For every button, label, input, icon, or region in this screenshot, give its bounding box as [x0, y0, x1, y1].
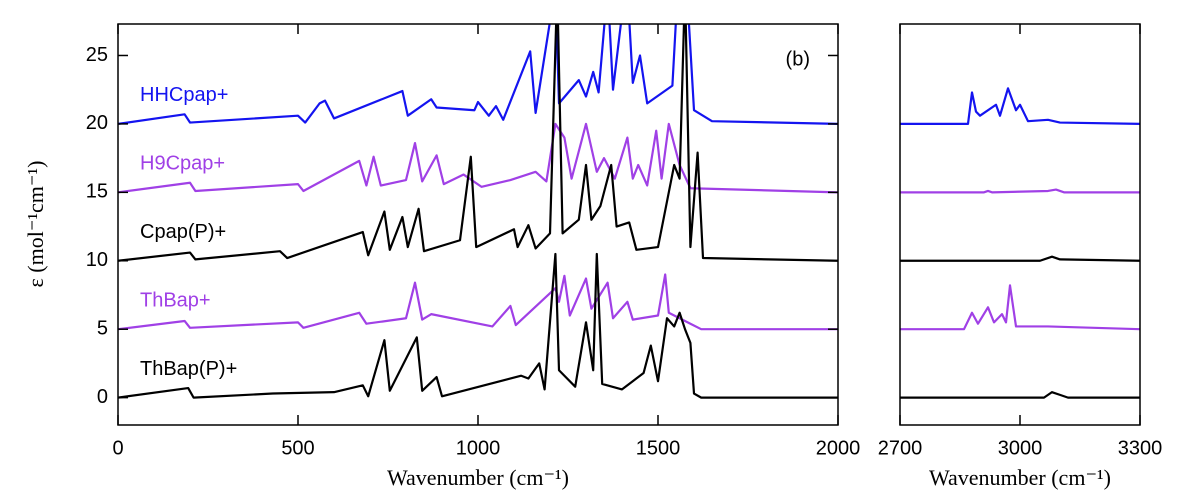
x-tick-label: 500: [281, 437, 314, 459]
spectrum-line: [118, 252, 838, 399]
y-tick-label: 15: [86, 181, 108, 203]
x-tick-label: 1000: [456, 437, 501, 459]
x-tick-label: 1500: [636, 437, 681, 459]
x-axis-label: Wavenumber (cm⁻¹): [929, 465, 1111, 490]
x-axis-label: Wavenumber (cm⁻¹): [387, 465, 569, 490]
x-tick-label: 2000: [816, 437, 861, 459]
plot-area: [118, 24, 838, 399]
y-tick-label: 20: [86, 112, 108, 134]
series-label: HHCpap+: [140, 84, 228, 106]
spectrum-line: [900, 284, 1140, 331]
y-tick-label: 5: [97, 317, 108, 339]
series-label: ThBap(P)+: [140, 358, 237, 380]
spectrum-line: [900, 87, 1140, 126]
x-tick-label: 2700: [878, 437, 923, 459]
series-label: ThBap+: [140, 289, 211, 311]
spectrum-line: [118, 24, 838, 262]
spectrum-line: [118, 273, 838, 331]
series-label: H9Cpap+: [140, 153, 225, 175]
series-label: Cpap(P)+: [140, 221, 226, 243]
plot-area: [900, 87, 1140, 399]
x-tick-label: 3300: [1118, 437, 1163, 459]
x-tick-label: 3000: [998, 437, 1043, 459]
y-tick-label: 25: [86, 44, 108, 66]
x-tick-label: 0: [112, 437, 123, 459]
panel-annotation: (b): [786, 48, 810, 70]
spectrum-line: [118, 122, 838, 194]
spectrum-line: [900, 391, 1140, 399]
spectrum-line: [118, 24, 838, 126]
plot-frame: [899, 23, 1141, 426]
y-axis-label: ε (mol⁻¹cm⁻¹): [23, 161, 48, 288]
spectrum-line: [900, 255, 1140, 262]
y-tick-label: 0: [97, 386, 108, 408]
y-tick-label: 10: [86, 249, 108, 271]
spectrum-line: [900, 188, 1140, 194]
